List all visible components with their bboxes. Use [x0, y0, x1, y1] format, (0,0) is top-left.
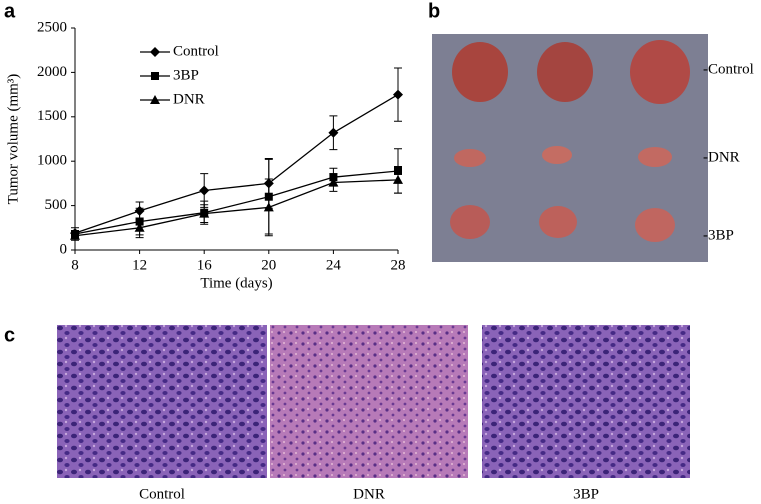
- chart: 0 500 1000 1500 2000 2500 8 12 16 20 24 28 Time (day…: [5, 19, 405, 291]
- legend-marker: [150, 47, 160, 57]
- marker: [199, 185, 210, 196]
- series-line: [74, 170, 399, 235]
- x-tick-label: 8: [71, 257, 79, 273]
- x-tick-label: 16: [197, 257, 213, 273]
- histology-label: 3BP: [573, 486, 599, 502]
- marker: [263, 202, 274, 212]
- panel-label: c: [4, 324, 15, 346]
- legend-marker: [150, 95, 160, 104]
- histology-label: DNR: [353, 486, 385, 502]
- marker: [134, 222, 145, 232]
- legend-label: Control: [173, 43, 219, 59]
- photo-label: -Control: [703, 61, 754, 77]
- y-tick-label: 2500: [37, 19, 67, 35]
- series-line: [74, 94, 399, 234]
- legend-label: 3BP: [173, 67, 199, 83]
- series-line: [74, 179, 399, 237]
- histology-image: [57, 325, 267, 478]
- x-axis-label: Time (days): [200, 275, 272, 291]
- marker: [328, 127, 339, 138]
- marker: [70, 230, 80, 240]
- x-tick-label: 28: [391, 257, 406, 273]
- histology-label: Control: [139, 486, 185, 502]
- legend-marker: [151, 72, 159, 80]
- histology-image: [482, 325, 690, 478]
- legend-label: DNR: [173, 91, 205, 107]
- y-tick-label: 0: [60, 241, 68, 257]
- photo-label: -3BP: [703, 227, 734, 243]
- y-tick-label: 1500: [37, 108, 67, 124]
- marker: [393, 89, 403, 100]
- panel-label: b: [428, 0, 440, 22]
- x-tick-label: 12: [132, 257, 147, 273]
- histology-image: [270, 325, 468, 478]
- tumor-photo: [432, 34, 708, 262]
- x-tick-label: 24: [326, 257, 342, 273]
- panel-label: a: [4, 0, 16, 22]
- y-tick-label: 500: [45, 197, 68, 213]
- marker: [393, 174, 403, 184]
- y-tick-label: 1000: [37, 153, 67, 169]
- marker: [328, 177, 339, 187]
- x-tick-label: 20: [261, 257, 276, 273]
- y-axis-label: Tumor volume (mm³): [5, 74, 21, 205]
- marker: [199, 208, 210, 218]
- photo-label: -DNR: [703, 149, 740, 165]
- y-tick-label: 2000: [37, 64, 67, 80]
